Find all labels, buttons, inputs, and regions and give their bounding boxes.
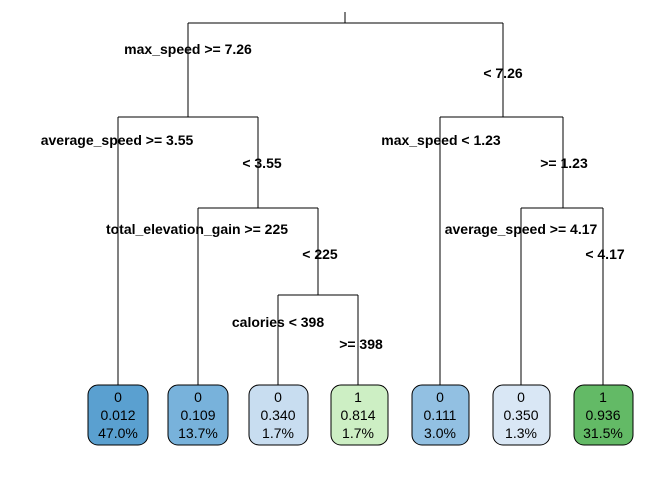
leaf-2-prob: 0.109 [180,407,215,423]
leaf-1-box [87,384,149,446]
leaf-5-class: 0 [436,389,444,405]
leaf-4: 1 0.814 1.7% [330,384,389,446]
leaf-6-pct: 1.3% [505,425,537,441]
leaf-5-pct: 3.0% [424,425,456,441]
leaf-6-class: 0 [517,389,525,405]
leaf-2-class: 0 [194,389,202,405]
leaf-3: 0 0.340 1.7% [248,384,309,446]
leaf-5-prob: 0.111 [424,407,457,423]
tree-edges [117,12,604,385]
split-label-n5-no: < 4.17 [585,246,625,262]
split-label-n1-yes: max_speed >= 7.26 [124,41,252,57]
split-label-n2-yes: average_speed >= 3.55 [41,132,194,148]
split-label-n5-yes: average_speed >= 4.17 [445,221,598,237]
split-labels: max_speed >= 7.26 < 7.26 average_speed >… [41,41,625,352]
leaf-7-class: 1 [599,389,607,405]
leaf-3-prob: 0.340 [260,407,295,423]
leaf-5: 0 0.111 3.0% [411,384,470,446]
split-label-n2-no: < 3.55 [242,155,282,171]
split-label-n1-no: < 7.26 [483,65,523,81]
leaf-nodes: 0 0.012 47.0% 0 0.109 13.7% 0 0.340 1.7%… [87,384,634,446]
leaf-6-box [492,384,551,446]
leaf-2-box [167,384,229,446]
leaf-7-pct: 31.5% [583,425,623,441]
leaf-4-prob: 0.814 [340,407,375,423]
leaf-3-class: 0 [274,389,282,405]
edge-root [188,12,503,24]
leaf-1-pct: 47.0% [98,425,138,441]
leaf-5-box [411,384,470,446]
split-label-n6-yes: calories < 398 [232,314,324,330]
leaf-4-class: 1 [354,389,362,405]
leaf-3-box [248,384,309,446]
leaf-1-prob: 0.012 [100,407,135,423]
leaf-7-box [573,384,634,446]
leaf-6: 0 0.350 1.3% [492,384,551,446]
leaf-7-prob: 0.936 [585,407,620,423]
split-label-n3-no: >= 1.23 [540,155,588,171]
leaf-2-pct: 13.7% [178,425,218,441]
leaf-1-class: 0 [114,389,122,405]
split-label-n4-yes: total_elevation_gain >= 225 [106,221,288,237]
leaf-4-box [330,384,389,446]
leaf-3-pct: 1.7% [262,425,294,441]
leaf-7: 1 0.936 31.5% [573,384,634,446]
split-label-n3-yes: max_speed < 1.23 [381,132,501,148]
split-label-n4-no: < 225 [302,246,338,262]
leaf-4-pct: 1.7% [342,425,374,441]
leaf-6-prob: 0.350 [503,407,538,423]
split-label-n6-no: >= 398 [339,336,383,352]
leaf-2: 0 0.109 13.7% [167,384,229,446]
leaf-1: 0 0.012 47.0% [87,384,149,446]
